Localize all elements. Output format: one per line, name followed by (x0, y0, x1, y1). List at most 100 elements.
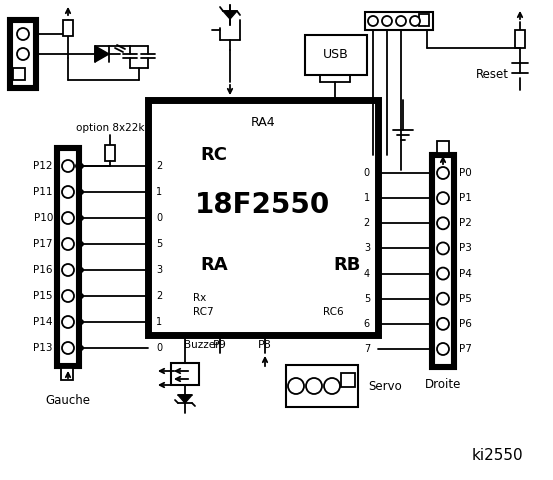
Text: 2: 2 (364, 218, 370, 228)
Text: RC: RC (200, 146, 227, 164)
Text: P2: P2 (459, 218, 472, 228)
Text: 5: 5 (156, 239, 162, 249)
Circle shape (288, 378, 304, 394)
Text: Rx: Rx (193, 293, 206, 303)
Text: USB: USB (323, 48, 349, 61)
Text: 2: 2 (156, 161, 162, 171)
Text: P17: P17 (34, 239, 53, 249)
Bar (57, 148, 79, 366)
Text: Reset: Reset (476, 69, 509, 82)
Polygon shape (95, 46, 109, 62)
Circle shape (62, 212, 74, 224)
Text: P9: P9 (213, 340, 227, 350)
Text: 3: 3 (364, 243, 370, 253)
Circle shape (62, 238, 74, 250)
Bar (105, 145, 115, 161)
Text: 3: 3 (156, 265, 162, 275)
Circle shape (324, 378, 340, 394)
Circle shape (17, 28, 29, 40)
Text: 5: 5 (364, 294, 370, 304)
Circle shape (410, 16, 420, 26)
Circle shape (368, 16, 378, 26)
Text: P12: P12 (34, 161, 53, 171)
Circle shape (79, 320, 83, 324)
Bar (171, 363, 199, 385)
Bar (148, 100, 378, 335)
Text: P11: P11 (34, 187, 53, 197)
Text: P15: P15 (34, 291, 53, 301)
Text: 0: 0 (364, 168, 370, 178)
Bar (432, 155, 454, 367)
Circle shape (62, 160, 74, 172)
Circle shape (62, 264, 74, 276)
Text: RA4: RA4 (251, 116, 275, 129)
Text: 1: 1 (156, 187, 162, 197)
Text: Servo: Servo (368, 380, 401, 393)
Text: RA: RA (200, 256, 228, 274)
Circle shape (437, 293, 449, 305)
Bar (63, 20, 73, 36)
Circle shape (437, 217, 449, 229)
Circle shape (62, 342, 74, 354)
Circle shape (79, 268, 83, 272)
Circle shape (437, 343, 449, 355)
Bar (10, 20, 36, 88)
Text: P7: P7 (459, 344, 472, 354)
Bar (286, 365, 358, 407)
Circle shape (62, 290, 74, 302)
Text: Gauche: Gauche (45, 395, 91, 408)
Polygon shape (178, 395, 192, 403)
Circle shape (437, 242, 449, 254)
Text: P4: P4 (459, 269, 472, 278)
Text: ki2550: ki2550 (471, 447, 523, 463)
Text: 1: 1 (364, 193, 370, 203)
Text: 1: 1 (156, 317, 162, 327)
Circle shape (382, 16, 392, 26)
Circle shape (79, 294, 83, 298)
Text: 6: 6 (364, 319, 370, 329)
Polygon shape (223, 11, 237, 19)
Text: P0: P0 (459, 168, 472, 178)
Text: P5: P5 (459, 294, 472, 304)
Text: 4: 4 (364, 269, 370, 278)
Text: 0: 0 (156, 213, 162, 223)
Circle shape (306, 378, 322, 394)
Text: P13: P13 (34, 343, 53, 353)
Text: 2: 2 (156, 291, 162, 301)
Text: RB: RB (333, 256, 361, 274)
Bar (437, 141, 449, 153)
Circle shape (396, 16, 406, 26)
Bar (305, 35, 367, 75)
Circle shape (437, 192, 449, 204)
Text: 18F2550: 18F2550 (195, 191, 331, 219)
Text: Buzzer: Buzzer (184, 340, 220, 350)
Circle shape (62, 316, 74, 328)
Bar (341, 373, 355, 387)
Text: 7: 7 (364, 344, 370, 354)
Text: Droite: Droite (425, 379, 461, 392)
Circle shape (437, 167, 449, 179)
Circle shape (76, 163, 82, 169)
Text: P3: P3 (459, 243, 472, 253)
Text: P10: P10 (34, 213, 53, 223)
Bar (61, 368, 73, 380)
Circle shape (437, 318, 449, 330)
Circle shape (17, 48, 29, 60)
Text: 0: 0 (156, 343, 162, 353)
Circle shape (79, 346, 83, 350)
Text: P8: P8 (258, 340, 272, 350)
Circle shape (62, 186, 74, 198)
Bar (365, 12, 433, 30)
Bar (419, 14, 429, 26)
Text: P6: P6 (459, 319, 472, 329)
Bar (515, 30, 525, 48)
Text: P1: P1 (459, 193, 472, 203)
Text: P16: P16 (34, 265, 53, 275)
Circle shape (79, 164, 83, 168)
Text: option 8x22k: option 8x22k (76, 123, 144, 133)
Text: RC6: RC6 (323, 307, 343, 317)
Circle shape (437, 267, 449, 279)
Text: P14: P14 (34, 317, 53, 327)
Text: RC7: RC7 (193, 307, 213, 317)
Circle shape (79, 242, 83, 246)
